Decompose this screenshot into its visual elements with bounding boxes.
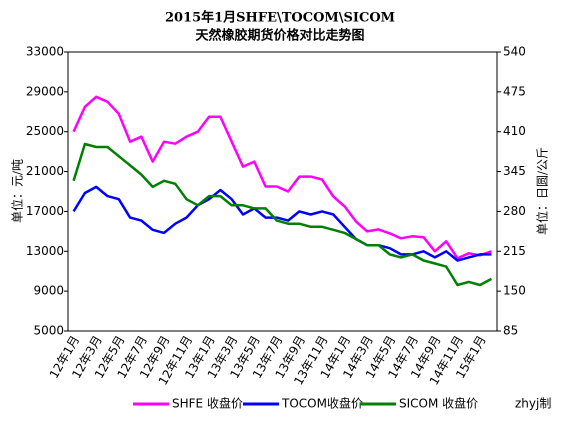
y2-tick-label: 150 xyxy=(503,284,526,298)
credit: zhyj制 xyxy=(515,397,551,411)
series-line xyxy=(72,185,492,262)
y-tick-label: 17000 xyxy=(26,204,64,218)
y2-tick-label: 475 xyxy=(503,84,526,98)
series-line xyxy=(72,142,492,287)
y-tick-label: 9000 xyxy=(33,284,64,298)
chart-title: 2015年1月SHFE\TOCOM\SICOM xyxy=(165,10,395,26)
y2-tick-label: 280 xyxy=(503,204,526,218)
legend-label: SICOM 收盘价 xyxy=(399,396,478,411)
y-tick-label: 29000 xyxy=(26,84,64,98)
series-line xyxy=(72,95,492,260)
y-tick-label: 21000 xyxy=(26,164,64,178)
y-tick-label: 5000 xyxy=(33,324,64,338)
y-tick-label: 25000 xyxy=(26,124,64,138)
chart-subtitle: 天然橡胶期货价格对比走势图 xyxy=(195,28,364,44)
plot-frame xyxy=(67,51,498,332)
y2-tick-label: 215 xyxy=(503,244,526,258)
y2-tick-label: 410 xyxy=(503,124,526,138)
legend-label: SHFE 收盘价 xyxy=(172,396,243,411)
y2-tick-label: 345 xyxy=(503,164,526,178)
legend-label: TOCOM收盘价 xyxy=(281,396,363,411)
y-tick-label: 33000 xyxy=(26,45,64,59)
y2-tick-label: 85 xyxy=(503,324,518,338)
y-axis-label: 单位：元/吨 xyxy=(10,159,25,223)
y2-tick-label: 540 xyxy=(503,45,526,59)
y-tick-label: 13000 xyxy=(26,244,64,258)
y2-axis-label: 单位：日圆/公斤 xyxy=(535,147,550,235)
